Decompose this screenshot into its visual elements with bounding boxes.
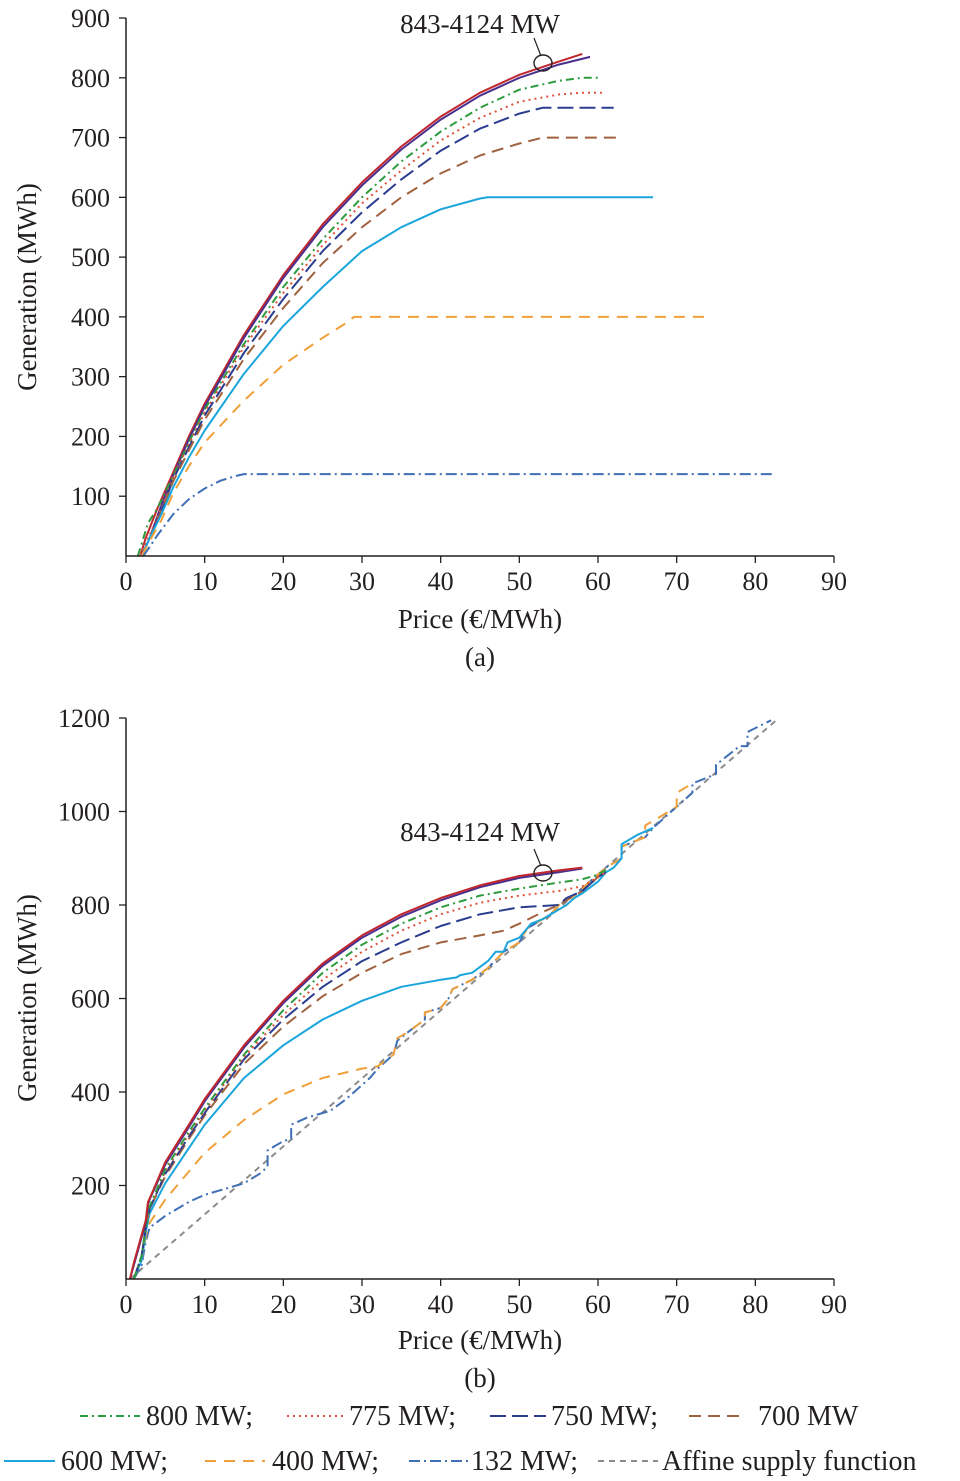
series-line-s700	[140, 136, 622, 557]
x-tick-label: 70	[664, 1290, 690, 1319]
legend-label-s750: 750 MW;	[551, 1401, 658, 1432]
series-line-s132	[142, 473, 775, 557]
x-tick-label: 40	[428, 1290, 454, 1319]
panel-b-y-axis-label: Generation (MWh)	[12, 894, 42, 1102]
x-tick-label: 60	[585, 567, 611, 596]
panel-a-y-axis-label: Generation (MWh)	[12, 183, 42, 391]
y-tick-label: 800	[71, 891, 110, 920]
panel-a-annotation-circle	[533, 54, 553, 72]
y-tick-label: 200	[71, 422, 110, 451]
x-tick-label: 10	[192, 567, 218, 596]
x-tick-label: 70	[664, 567, 690, 596]
panel-b-series	[128, 717, 780, 1280]
panel-a-yticks: 100 200 300 400 500 600 700 800 900	[71, 4, 126, 511]
series-line-s843	[128, 867, 583, 1280]
series-line-s600	[140, 196, 654, 557]
series-line-s843	[140, 55, 591, 557]
x-tick-label: 40	[428, 567, 454, 596]
series-line-s4124	[139, 52, 583, 557]
x-tick-label: 20	[270, 1290, 296, 1319]
y-tick-label: 500	[71, 243, 110, 272]
y-tick-label: 300	[71, 363, 110, 392]
x-tick-label: 50	[506, 567, 532, 596]
panel-b-annotation-circle	[533, 864, 553, 882]
legend-row-2: 600 MW; 400 MW; 132 MW; Affine supply funct…	[4, 1446, 917, 1477]
series-line-s400	[132, 782, 693, 1280]
y-tick-label: 600	[71, 183, 110, 212]
x-tick-label: 80	[742, 567, 768, 596]
series-line-s750	[140, 106, 614, 557]
panel-b-caption: (b)	[464, 1363, 495, 1393]
x-tick-label: 20	[270, 567, 296, 596]
legend-label-s400: 400 MW;	[272, 1446, 379, 1477]
y-tick-label: 600	[71, 985, 110, 1014]
panel-a-series	[136, 52, 775, 557]
y-tick-label: 800	[71, 64, 110, 93]
x-tick-label: 0	[120, 567, 133, 596]
panel-a-xticks: 0 10 20 30 40 50 60 70 80 90	[120, 556, 847, 596]
x-tick-label: 90	[821, 1290, 847, 1319]
series-line-s600	[132, 826, 654, 1280]
x-tick-label: 90	[821, 567, 847, 596]
x-tick-label: 0	[120, 1290, 133, 1319]
y-tick-label: 200	[71, 1172, 110, 1201]
y-tick-label: 100	[71, 482, 110, 511]
legend-label-s700: 700 MW	[758, 1401, 859, 1432]
y-tick-label: 900	[71, 4, 110, 33]
series-line-s700	[132, 871, 607, 1280]
x-tick-label: 60	[585, 1290, 611, 1319]
legend-label-s800: 800 MW;	[146, 1401, 253, 1432]
legend: 800 MW; 775 MW; 750 MW; 700 MW 600 MW; 400 M…	[4, 1401, 917, 1477]
series-line-s132	[133, 719, 772, 1280]
panel-b-annotation: 843-4124 MW	[400, 817, 560, 847]
legend-row-1: 800 MW; 775 MW; 750 MW; 700 MW	[80, 1401, 859, 1432]
y-tick-label: 400	[71, 1078, 110, 1107]
panel-a: 0 10 20 30 40 50 60 70 80 90 100 200 300 400 500 600 70…	[12, 4, 847, 672]
y-tick-label: 700	[71, 124, 110, 153]
panel-a-caption: (a)	[465, 642, 495, 672]
panel-a-x-axis-label: Price (€/MWh)	[398, 604, 562, 634]
series-line-s775	[139, 91, 602, 557]
series-line-s400	[140, 315, 709, 557]
panel-b-annotation-leader	[533, 848, 542, 867]
panel-a-annotation-leader	[533, 37, 542, 57]
legend-label-affine: Affine supply function	[662, 1446, 917, 1477]
panel-b: 0 10 20 30 40 50 60 70 80 90 200 400 600 800 1000 1200…	[12, 704, 847, 1393]
series-line-s775	[132, 871, 607, 1280]
legend-label-s132: 132 MW;	[471, 1446, 578, 1477]
panel-a-annotation: 843-4124 MW	[400, 9, 560, 39]
x-tick-label: 30	[349, 1290, 375, 1319]
legend-label-s775: 775 MW;	[349, 1401, 456, 1432]
x-tick-label: 50	[506, 1290, 532, 1319]
y-tick-label: 400	[71, 303, 110, 332]
panel-b-x-axis-label: Price (€/MWh)	[398, 1325, 562, 1355]
y-tick-label: 1200	[58, 704, 110, 733]
series-line-s800	[132, 869, 607, 1280]
x-tick-label: 10	[192, 1290, 218, 1319]
panel-b-yticks: 200 400 600 800 1000 1200	[58, 704, 126, 1201]
legend-label-s600: 600 MW;	[61, 1446, 168, 1477]
panel-b-xticks: 0 10 20 30 40 50 60 70 80 90	[120, 1279, 847, 1319]
y-tick-label: 1000	[58, 798, 110, 827]
x-tick-label: 30	[349, 567, 375, 596]
x-tick-label: 80	[742, 1290, 768, 1319]
series-line-s4124	[128, 866, 583, 1280]
series-line-s800	[136, 76, 598, 557]
